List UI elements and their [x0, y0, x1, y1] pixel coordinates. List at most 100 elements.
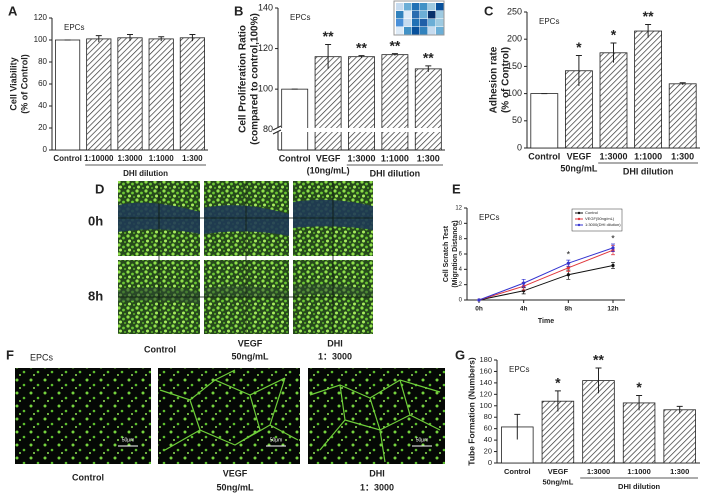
- bar: [86, 38, 112, 151]
- x-tick-label: 12h: [607, 306, 618, 313]
- x-tick-label: 1:1000: [381, 153, 409, 163]
- series-line: [478, 265, 614, 301]
- legend-marker: [577, 217, 581, 221]
- y-tick-label: 0: [43, 145, 48, 154]
- column-label: VEGF: [238, 338, 263, 348]
- error-bar: [676, 405, 683, 414]
- scratch-gap: [204, 205, 289, 236]
- inset-cell: [412, 11, 420, 19]
- y-tick-label: 80: [38, 57, 47, 66]
- y-tick-label: 20: [484, 447, 492, 456]
- scale-label: 50μm: [416, 437, 429, 443]
- bar: [530, 93, 559, 149]
- axis-break: [274, 128, 441, 132]
- inset-cell: [428, 3, 436, 11]
- annotation: *: [576, 39, 582, 55]
- panel-label: B: [234, 3, 243, 18]
- y-tick-label: 100: [479, 401, 492, 410]
- panel-label: D: [95, 181, 104, 196]
- y-tick-label: 80: [263, 124, 273, 134]
- error-bar: [679, 82, 686, 85]
- point: [522, 281, 526, 285]
- chart-title: EPCs: [64, 23, 84, 32]
- x-tick-label: 1:300: [670, 467, 689, 476]
- error-bar: [645, 24, 652, 38]
- annotation: **: [389, 37, 400, 53]
- y-tick-label: 60: [484, 424, 492, 433]
- x-tick-label: 4h: [520, 306, 528, 313]
- point: [566, 273, 570, 277]
- inset-cell: [428, 27, 436, 35]
- inset-cell: [436, 11, 444, 19]
- y-tick-label: 160: [479, 366, 492, 375]
- group-label: DHI dilution: [623, 166, 674, 176]
- y-axis-label: (compared to control,100%): [250, 13, 261, 145]
- micrograph: [158, 368, 300, 464]
- x-tick-label: 1:3000: [118, 154, 143, 163]
- point: [566, 266, 570, 270]
- error-bar: [595, 367, 602, 394]
- error-bar: [325, 44, 332, 69]
- x-tick-label: 1:300: [671, 151, 694, 161]
- column-label: VEGF: [223, 468, 248, 478]
- point: [611, 263, 615, 268]
- error-bar: [610, 42, 617, 63]
- column-label: Control: [72, 472, 104, 482]
- y-tick-label: 8: [459, 236, 463, 242]
- scratch-gap: [204, 285, 289, 300]
- chart-title: EPCs: [479, 213, 499, 222]
- legend-label: VEGF(50ng/mL): [585, 216, 615, 221]
- y-tick-label: 150: [507, 61, 522, 71]
- panel-label: F: [6, 347, 14, 362]
- bar: [634, 30, 662, 149]
- y-tick-label: 20: [38, 123, 47, 132]
- x-tick-label: 1:10000: [84, 154, 114, 163]
- micrographs: [118, 181, 373, 334]
- x-axis-label: Time: [538, 318, 554, 325]
- inset-cell: [420, 11, 428, 19]
- column-label: 50ng/mL: [231, 351, 269, 361]
- y-tick-label: 0: [459, 298, 463, 304]
- x-tick-label: 8h: [565, 306, 573, 313]
- y-axis-label: Cell Proliferation Ratio: [238, 25, 249, 133]
- inset-cell: [396, 3, 404, 11]
- legend-label: Control: [585, 210, 598, 215]
- error-bar: [95, 35, 102, 43]
- annotation: **: [356, 39, 367, 55]
- y-tick-label: 60: [38, 79, 47, 88]
- y-tick-label: 120: [34, 13, 48, 22]
- micrograph: [308, 368, 445, 464]
- x-tick-label: (10ng/mL): [307, 165, 350, 175]
- bar: [348, 56, 375, 151]
- x-tick-label: 1:1000: [627, 467, 650, 476]
- y-tick-label: 120: [258, 43, 273, 53]
- inset-cell: [420, 3, 428, 11]
- x-tick-label: Control: [53, 154, 81, 163]
- error-bar: [514, 413, 521, 440]
- group-label: DHI dilution: [618, 482, 660, 491]
- y-tick-label: 50: [512, 115, 522, 125]
- series-line: [478, 247, 614, 301]
- bar: [314, 56, 342, 151]
- error-bar: [425, 65, 432, 72]
- error-bar: [189, 34, 196, 42]
- x-tick-label: 1:3000: [347, 153, 375, 163]
- panel-label: A: [8, 3, 18, 18]
- y-tick-label: 250: [507, 6, 522, 16]
- inset-cell: [436, 3, 444, 11]
- bar: [55, 39, 81, 151]
- inset-cell: [412, 27, 420, 35]
- scale-bars: 50μm 50μm 50μm: [118, 437, 432, 447]
- y-tick-label: 0: [488, 458, 492, 467]
- bar: [414, 68, 442, 151]
- y-tick-label: 0: [517, 142, 522, 152]
- panel-f: F EPCs 50μm 50μm 50μm Control VEGF 50ng/…: [6, 347, 445, 492]
- tube: [159, 369, 299, 451]
- series-line: [478, 249, 614, 301]
- inset-cell: [404, 19, 412, 27]
- legend-frame: [571, 208, 623, 232]
- y-axis-label: Adhesion rate: [489, 46, 500, 113]
- chart-title: EPCs: [290, 13, 310, 22]
- annotation: **: [643, 8, 654, 24]
